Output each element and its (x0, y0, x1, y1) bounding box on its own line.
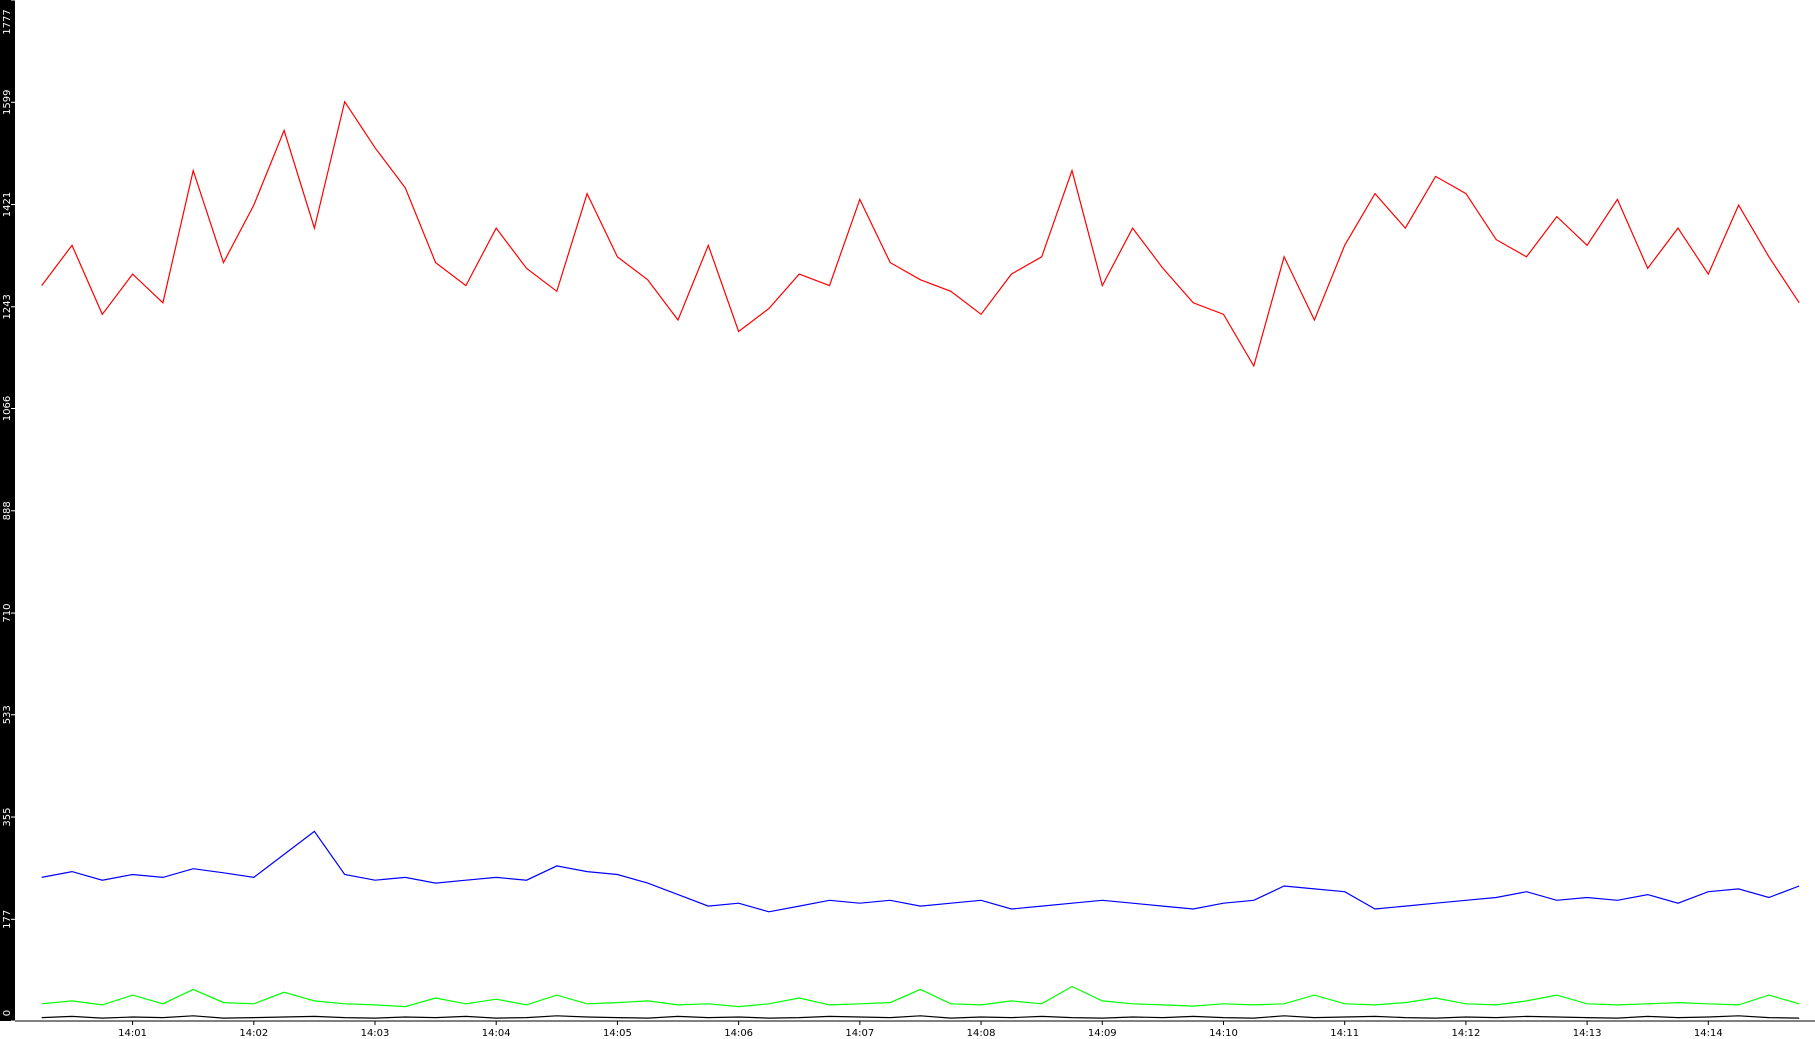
series-line (41, 985, 1800, 1008)
y-tick-label: 0 (2, 1010, 13, 1016)
y-tick-label: 1421 (2, 192, 13, 217)
y-tick-label: 710 (2, 604, 13, 623)
x-tick-label: 14:07 (845, 1028, 874, 1039)
y-tick-label: 888 (2, 501, 13, 520)
x-tick-label: 14:13 (1573, 1028, 1602, 1039)
series-line (41, 100, 1800, 368)
y-axis-strip (0, 0, 15, 1021)
y-tick-label: 177 (2, 910, 13, 929)
x-tick-label: 14:05 (603, 1028, 632, 1039)
x-tick-label: 14:04 (482, 1028, 511, 1039)
x-tick-label: 14:14 (1694, 1028, 1723, 1039)
x-tick-label: 14:02 (239, 1028, 268, 1039)
y-tick-label: 1599 (2, 90, 13, 115)
y-tick-label: 1777 (2, 9, 13, 34)
x-tick-label: 14:03 (361, 1028, 390, 1039)
x-tick-label: 14:06 (724, 1028, 753, 1039)
x-tick-label: 14:10 (1209, 1028, 1238, 1039)
x-tick-label: 14:08 (967, 1028, 996, 1039)
y-tick-label: 1243 (2, 294, 13, 319)
x-tick-label: 14:11 (1330, 1028, 1359, 1039)
x-tick-label: 14:01 (118, 1028, 147, 1039)
y-tick-label: 1066 (2, 396, 13, 421)
series-line (41, 1015, 1800, 1019)
x-tick-label: 14:12 (1451, 1028, 1480, 1039)
x-tick-label: 14:09 (1088, 1028, 1117, 1039)
series-line (41, 830, 1800, 913)
y-tick-label: 355 (2, 807, 13, 826)
y-tick-label: 533 (2, 705, 13, 724)
